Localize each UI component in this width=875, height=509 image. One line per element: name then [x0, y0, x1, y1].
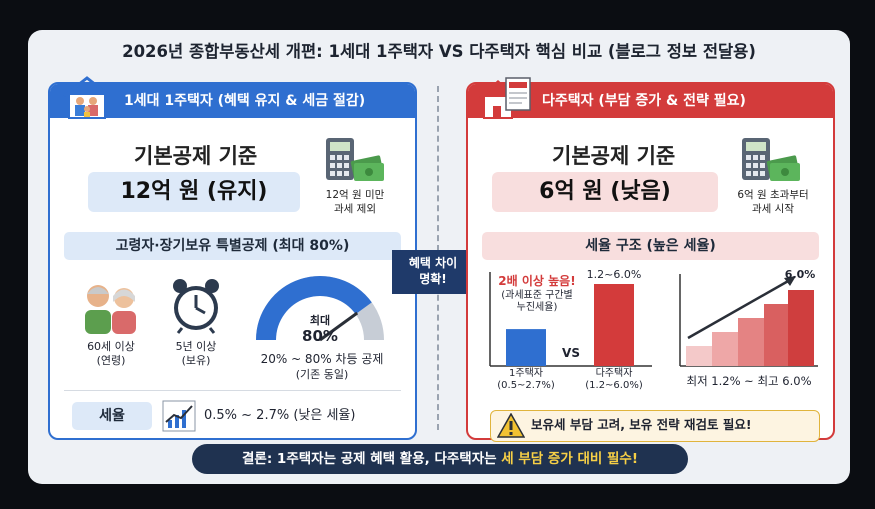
conclusion-banner: 결론: 1주택자는 공제 혜택 활용, 다주택자는 세 부담 증가 대비 필수! — [192, 444, 688, 474]
hold-label-1: 5년 이상 — [175, 340, 217, 353]
calculator-money-icon — [742, 138, 800, 181]
family-house-icon — [63, 76, 111, 119]
page-title: 2026년 종합부동산세 개편: 1세대 1주택자 VS 다주택자 핵심 비교 … — [122, 42, 756, 61]
single-home-header-label: 1세대 1주택자 (혜택 유지 & 세금 절감) — [124, 93, 366, 109]
arrow-label-2: 명확! — [419, 272, 447, 286]
elderly-couple-icon — [85, 285, 136, 334]
deduction-gauge — [256, 276, 384, 342]
bar2-label-1: 다주택자 — [595, 368, 633, 379]
arrow-label-1: 혜택 차이 — [408, 256, 458, 270]
calculator-money-icon — [326, 138, 384, 181]
rate-structure-title: 세율 구조 (높은 세율) — [482, 232, 819, 260]
stair-top-label: 6.0% — [784, 268, 816, 281]
stair-caption: 최저 1.2% ~ 최고 6.0% — [686, 374, 812, 388]
compare-sub-1: (과세표준 구간별 — [501, 290, 573, 301]
section-divider — [64, 390, 401, 391]
multi-home-header-label: 다주택자 (부담 증가 & 전략 필요) — [542, 93, 746, 109]
progressive-rate-stairs — [679, 274, 818, 367]
single-deduction-title: 기본공제 기준 — [134, 144, 258, 168]
single-home-panel: 1세대 1주택자 (혜택 유지 & 세금 절감) 기본공제 기준 12억 원 (… — [48, 76, 417, 440]
age-label-1: 60세 이상 — [87, 340, 135, 353]
warning-text: 보유세 부담 고려, 보유 전략 재검토 필요! — [531, 417, 752, 432]
special-deduction-title: 고령자·장기보유 특별공제 (최대 80%) — [64, 232, 401, 260]
gauge-note-1: 20% ~ 80% 차등 공제 — [260, 352, 384, 366]
single-deduction-note-1: 12억 원 미만 — [325, 189, 385, 201]
age-label-2: (연령) — [96, 354, 126, 367]
bar2-label-2: (1.2~6.0%) — [585, 380, 643, 391]
gauge-value: 80% — [302, 327, 338, 345]
multi-deduction-value: 6억 원 (낮음) — [492, 172, 718, 212]
conclusion-prefix: 결론: 1주택자는 공제 혜택 활용, 다주택자는 — [241, 451, 497, 467]
house-tax-icon — [479, 77, 531, 119]
compare-sub-2: 누진세율) — [516, 302, 558, 313]
single-deduction-note-2: 과세 제외 — [334, 203, 376, 215]
single-deduction-value: 12억 원 (유지) — [88, 172, 300, 212]
compare-highlight: 2배 이상 높음! — [498, 274, 576, 288]
multi-home-header: 다주택자 (부담 증가 & 전략 필요) — [468, 77, 833, 119]
multi-deduction-note-2: 과세 시작 — [752, 203, 794, 215]
chart-trend-icon — [162, 400, 196, 432]
rate-value: 0.5% ~ 2.7% (낮은 세율) — [204, 408, 356, 423]
compare-bars — [489, 272, 652, 367]
multi-deduction-note-1: 6억 원 초과부터 — [737, 189, 809, 201]
single-home-header: 1세대 1주택자 (혜택 유지 & 세금 절감) — [50, 76, 415, 119]
gauge-label: 최대 — [309, 314, 331, 327]
bar1-label-2: (0.5~2.7%) — [497, 380, 555, 391]
compare-top-label: 1.2~6.0% — [586, 268, 642, 281]
gauge-note-2: (기존 동일) — [295, 368, 349, 381]
conclusion-highlight: 세 부담 증가 대비 필수! — [501, 451, 638, 467]
vs-label: VS — [562, 346, 580, 360]
multi-deduction-title: 기본공제 기준 — [552, 144, 676, 168]
rate-compare-chart: 2배 이상 높음! (과세표준 구간별 누진세율) 1.2~6.0% VS 1주… — [482, 268, 660, 384]
warning-box: 보유세 부담 고려, 보유 전략 재검토 필요! — [490, 410, 820, 442]
alarm-clock-icon — [173, 279, 219, 334]
warning-icon — [497, 413, 525, 438]
multi-home-bar — [594, 284, 634, 366]
infographic-card: 2026년 종합부동산세 개편: 1세대 1주택자 VS 다주택자 핵심 비교 … — [28, 30, 850, 484]
bar1-label-1: 1주택자 — [509, 368, 543, 379]
rate-title: 세율 — [72, 402, 152, 430]
hold-label-2: (보유) — [181, 354, 211, 367]
single-home-bar — [506, 329, 546, 366]
multi-home-panel: 다주택자 (부담 증가 & 전략 필요) 기본공제 기준 6억 원 (낮음) 6… — [466, 77, 835, 442]
